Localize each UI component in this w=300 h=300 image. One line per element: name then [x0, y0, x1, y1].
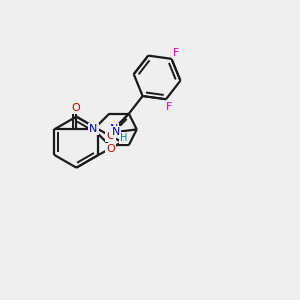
Text: O: O: [71, 103, 80, 113]
Text: F: F: [173, 48, 180, 58]
Text: O: O: [106, 143, 115, 154]
Text: H: H: [120, 133, 128, 143]
Text: N: N: [89, 124, 98, 134]
Text: F: F: [166, 101, 172, 112]
Text: N: N: [110, 124, 118, 134]
Text: N: N: [112, 127, 120, 137]
Text: O: O: [106, 131, 115, 141]
